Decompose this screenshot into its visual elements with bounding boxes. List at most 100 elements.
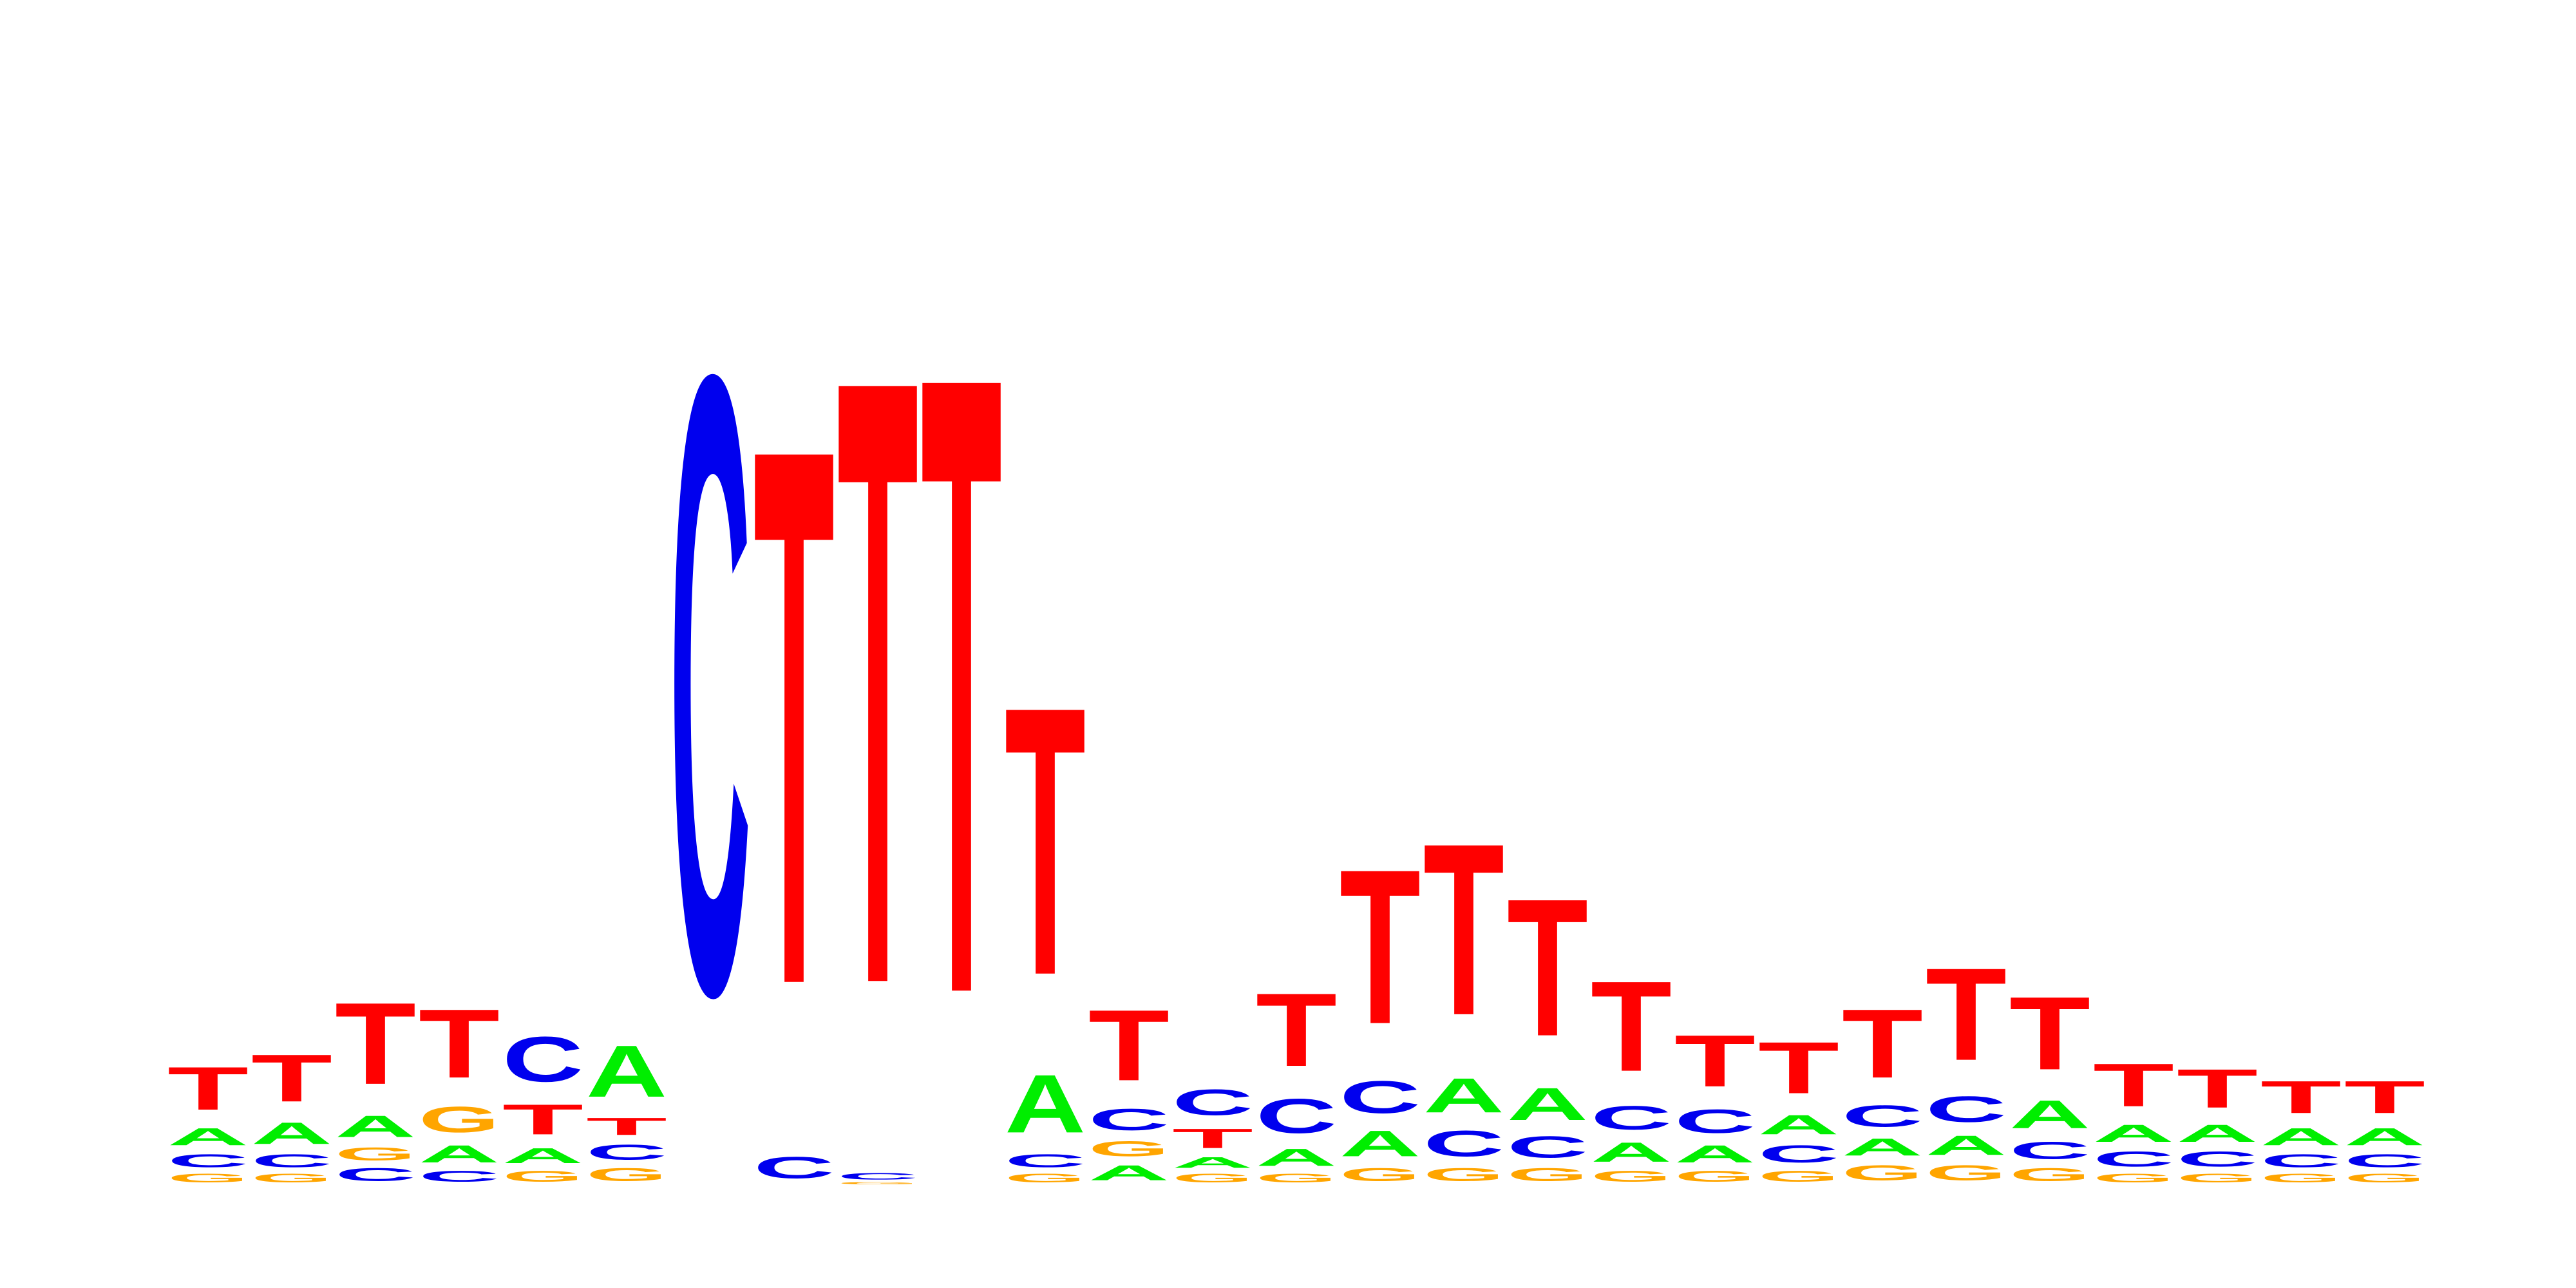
logo-letter-t: T — [1507, 858, 1588, 1077]
logo-letter-t: T — [502, 1095, 583, 1143]
logo-letter-g: G — [2344, 1171, 2425, 1185]
logo-letter-a: A — [2344, 1123, 2425, 1151]
logo-letter-g: G — [2009, 1164, 2090, 1185]
logo-letter-g: G — [1758, 1168, 1839, 1185]
logo-letter-t: T — [1758, 1027, 1839, 1109]
logo-letter-a: A — [1758, 1109, 1839, 1140]
logo-letter-a: A — [1507, 1079, 1588, 1130]
logo-letter-c: C — [1340, 1072, 1421, 1123]
logo-letter-a: A — [1926, 1130, 2007, 1160]
logo-letter-a: A — [1423, 1068, 1504, 1122]
logo-letter-a: A — [419, 1141, 500, 1168]
logo-letter-t: T — [1591, 954, 1672, 1098]
logo-letter-c: C — [837, 1171, 918, 1182]
logo-letter-g: G — [2177, 1171, 2258, 1185]
logo-letter-t: T — [1842, 989, 1923, 1099]
logo-letter-t: T — [1340, 823, 1421, 1070]
logo-letter-c: C — [167, 1151, 249, 1171]
logo-letter-t: T — [1172, 1123, 1253, 1154]
logo-letter-a: A — [1340, 1122, 1421, 1164]
logo-letter-a: A — [1088, 1160, 1170, 1184]
logo-letter-t: T — [335, 979, 416, 1109]
logo-letter-g: G — [1256, 1171, 1337, 1185]
logo-letter-g: G — [1423, 1164, 1504, 1185]
logo-letter-a: A — [1842, 1133, 1923, 1161]
logo-letter-c: C — [1172, 1081, 1253, 1122]
logo-letter-t: T — [753, 289, 835, 1145]
logo-letter-t: T — [837, 198, 918, 1164]
logo-letter-t: T — [2093, 1051, 2174, 1119]
logo-letter-c: C — [2009, 1137, 2090, 1164]
logo-letter-c: C — [2093, 1147, 2174, 1171]
logo-letter-c: C — [1507, 1130, 1588, 1164]
logo-letter-g: G — [2260, 1171, 2342, 1185]
logo-letter-a: A — [2009, 1092, 2090, 1137]
logo-letter-a: A — [1172, 1154, 1253, 1171]
logo-letter-t: T — [586, 1113, 667, 1140]
logo-letter-c: C — [1591, 1099, 1672, 1137]
logo-letter-c: C — [586, 1140, 667, 1164]
logo-letter-g: G — [1088, 1137, 1170, 1160]
logo-letter-a: A — [335, 1110, 416, 1144]
logo-letter-c: C — [1088, 1103, 1170, 1137]
logo-letter-t: T — [167, 1055, 249, 1123]
logo-letter-a: A — [586, 1030, 667, 1113]
logo-letter-a: A — [251, 1116, 332, 1150]
logo-letter-t: T — [1088, 989, 1170, 1102]
logo-letter-a: A — [502, 1144, 583, 1168]
logo-letter-t: T — [1423, 792, 1504, 1066]
logo-letter-g: G — [335, 1144, 416, 1164]
logo-letter-a: A — [1256, 1144, 1337, 1171]
logo-letter-g: G — [1172, 1171, 1253, 1185]
logo-letter-a: A — [2093, 1120, 2174, 1148]
logo-letter-c: C — [502, 1023, 583, 1095]
logo-letter-c: C — [2260, 1151, 2342, 1171]
logo-letter-g: G — [1674, 1168, 1756, 1185]
logo-letter-g: G — [1340, 1164, 1421, 1185]
logo-letter-a: A — [1674, 1141, 1756, 1168]
logo-letter-t: T — [1005, 628, 1086, 1056]
logo-letter-c: C — [753, 1151, 835, 1185]
logo-letter-c: C — [2177, 1147, 2258, 1171]
logo-letter-t: T — [2344, 1071, 2425, 1122]
logo-letter-a: A — [2177, 1120, 2258, 1148]
logo-letter-a: A — [167, 1123, 249, 1151]
logo-letter-g: G — [502, 1168, 583, 1185]
logo-letter-t: T — [1256, 972, 1337, 1088]
logo-letter-t: T — [1926, 940, 2007, 1088]
logo-letter-g: G — [2093, 1171, 2174, 1185]
logo-letter-g: G — [1926, 1160, 2007, 1184]
logo-letter-g: G — [419, 1099, 500, 1140]
logo-letter-g: G — [1005, 1171, 1086, 1185]
logo-letter-t: T — [251, 1040, 332, 1115]
logo-letter-t: T — [2260, 1071, 2342, 1122]
logo-letter-t: T — [1674, 1020, 1756, 1102]
logo-letter-g: G — [1842, 1160, 1923, 1184]
logo-letter-c: C — [1005, 1151, 1086, 1171]
logo-letter-c: C — [1758, 1141, 1839, 1168]
logo-letter-c: C — [1926, 1088, 2007, 1130]
logo-letter-g: G — [167, 1171, 249, 1185]
logo-letter-c: C — [670, 192, 751, 1179]
logo-letter-a: A — [1005, 1058, 1086, 1150]
logo-letter-a: A — [2260, 1123, 2342, 1151]
logo-letter-t: T — [2177, 1058, 2258, 1120]
logo-letter-c: C — [1674, 1103, 1756, 1141]
logo-letter-c: C — [1842, 1099, 1923, 1133]
logo-letter-a: A — [1591, 1137, 1672, 1168]
logo-letter-t: T — [2009, 976, 2090, 1092]
logo-letter-c: C — [1256, 1088, 1337, 1143]
logo-letter-g: G — [586, 1164, 667, 1185]
logo-letter-c: C — [335, 1164, 416, 1185]
logo-letter-c: C — [1423, 1122, 1504, 1164]
logo-letter-t: T — [419, 989, 500, 1099]
logo-letter-g: G — [251, 1171, 332, 1185]
logo-letter-c: C — [419, 1168, 500, 1185]
logo-letter-g: G — [1591, 1168, 1672, 1185]
logo-letter-g: G — [837, 1182, 918, 1185]
logo-letter-g: G — [1507, 1164, 1588, 1185]
logo-letter-c: C — [2344, 1151, 2425, 1171]
